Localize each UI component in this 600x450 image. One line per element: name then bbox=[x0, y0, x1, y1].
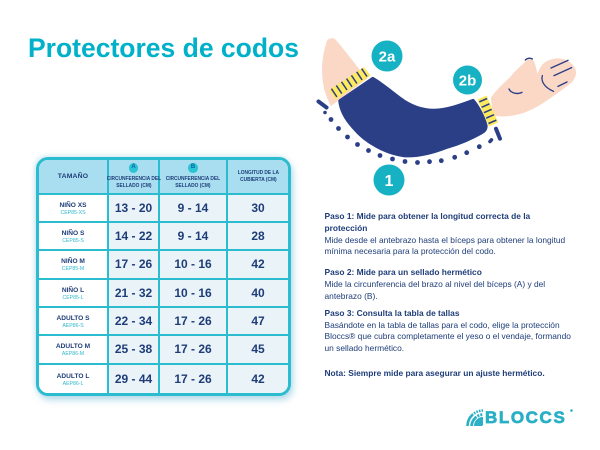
svg-text:2a: 2a bbox=[379, 49, 396, 66]
svg-text:BLOCCS: BLOCCS bbox=[485, 408, 566, 427]
svg-text:2b: 2b bbox=[459, 73, 477, 90]
svg-text:1: 1 bbox=[385, 173, 394, 190]
